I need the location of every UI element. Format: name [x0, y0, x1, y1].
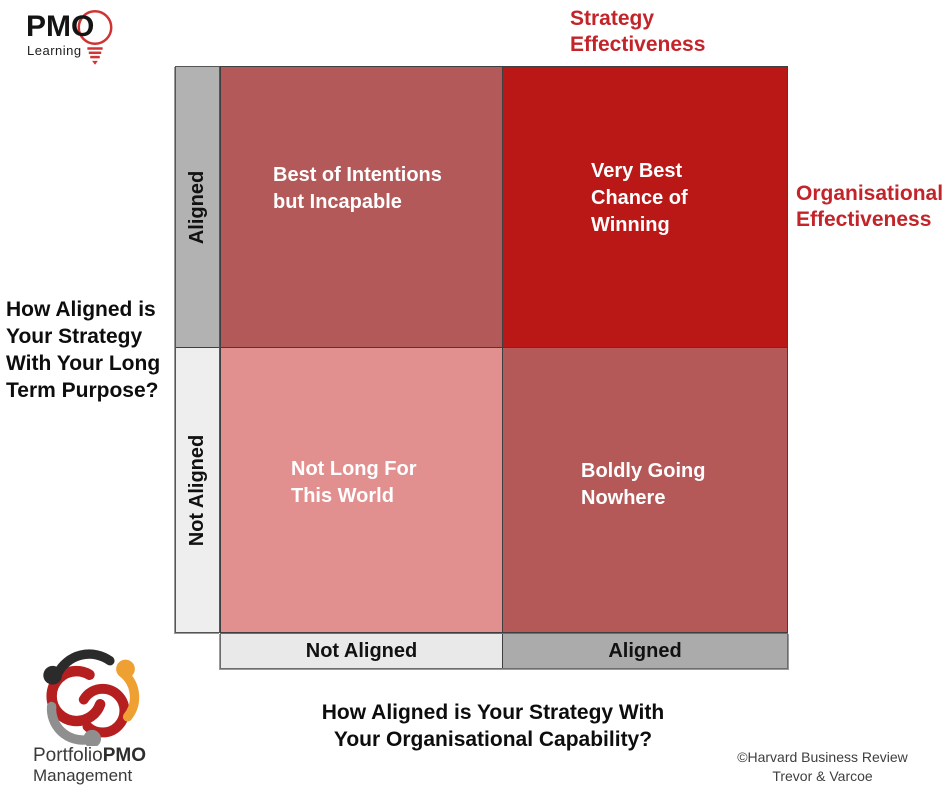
quadrant-bottom-left: Not Long For This World [221, 348, 502, 632]
y-axis-label-not-aligned: Not Aligned [186, 434, 208, 546]
x-axis-label-not-aligned: Not Aligned [305, 639, 418, 662]
horizontal-axis-question: How Aligned is Your Strategy With Your O… [321, 701, 665, 751]
portfolio-pmo-logo: PortfolioPMO Management [28, 640, 188, 795]
x-axis-row: Not Aligned Aligned [220, 633, 788, 669]
pmo-bold-text: PMO [102, 745, 146, 766]
y-axis-cell-not-aligned: Not Aligned [176, 348, 219, 632]
quadrant-bottom-right-label: Boldly Going Nowhere [581, 460, 706, 509]
lightbulb-icon [77, 10, 113, 65]
pmo-wordmark-o: O [71, 10, 95, 43]
quadrant-grid: Best of Intentions but Incapable Very Be… [220, 66, 788, 633]
pmo-learning-subtext: Learning [27, 43, 82, 58]
pmo-wordmark-pm: PM [26, 10, 71, 43]
quadrant-bottom-right: Boldly Going Nowhere [503, 348, 787, 632]
people-swirl-icon [43, 649, 140, 746]
management-label: Management [33, 766, 133, 785]
portfolio-text: Portfolio [33, 745, 103, 766]
quadrant-top-right: Very Best Chance of Winning [503, 67, 787, 347]
x-axis-cell-aligned: Aligned [503, 634, 787, 668]
organisational-effectiveness-title: Organisational Effectiveness [796, 182, 944, 231]
y-axis-column: Aligned Not Aligned [175, 66, 220, 633]
strategy-effectiveness-title: Strategy Effectiveness [570, 7, 706, 56]
attribution-text: ©Harvard Business Review Trevor & Varcoe [737, 749, 908, 784]
y-axis-cell-aligned: Aligned [176, 67, 219, 347]
quadrant-top-left: Best of Intentions but Incapable [221, 67, 502, 347]
strategy-matrix: Aligned Not Aligned Best of Intentions b… [175, 66, 788, 669]
quadrant-top-left-label: Best of Intentions but Incapable [273, 164, 442, 213]
pmo-wordmark: PMO [26, 12, 136, 42]
portfolio-pmo-wordmark: PortfolioPMO [33, 746, 146, 766]
y-axis-label-aligned: Aligned [186, 170, 208, 244]
pmo-learning-logo: PMO Learning [26, 10, 136, 72]
vertical-axis-question: How Aligned is Your Strategy With Your L… [6, 298, 161, 402]
x-axis-label-aligned: Aligned [608, 639, 682, 662]
quadrant-top-right-label: Very Best Chance of Winning [591, 160, 688, 236]
quadrant-bottom-left-label: Not Long For This World [291, 458, 417, 507]
x-axis-cell-not-aligned: Not Aligned [221, 634, 502, 668]
